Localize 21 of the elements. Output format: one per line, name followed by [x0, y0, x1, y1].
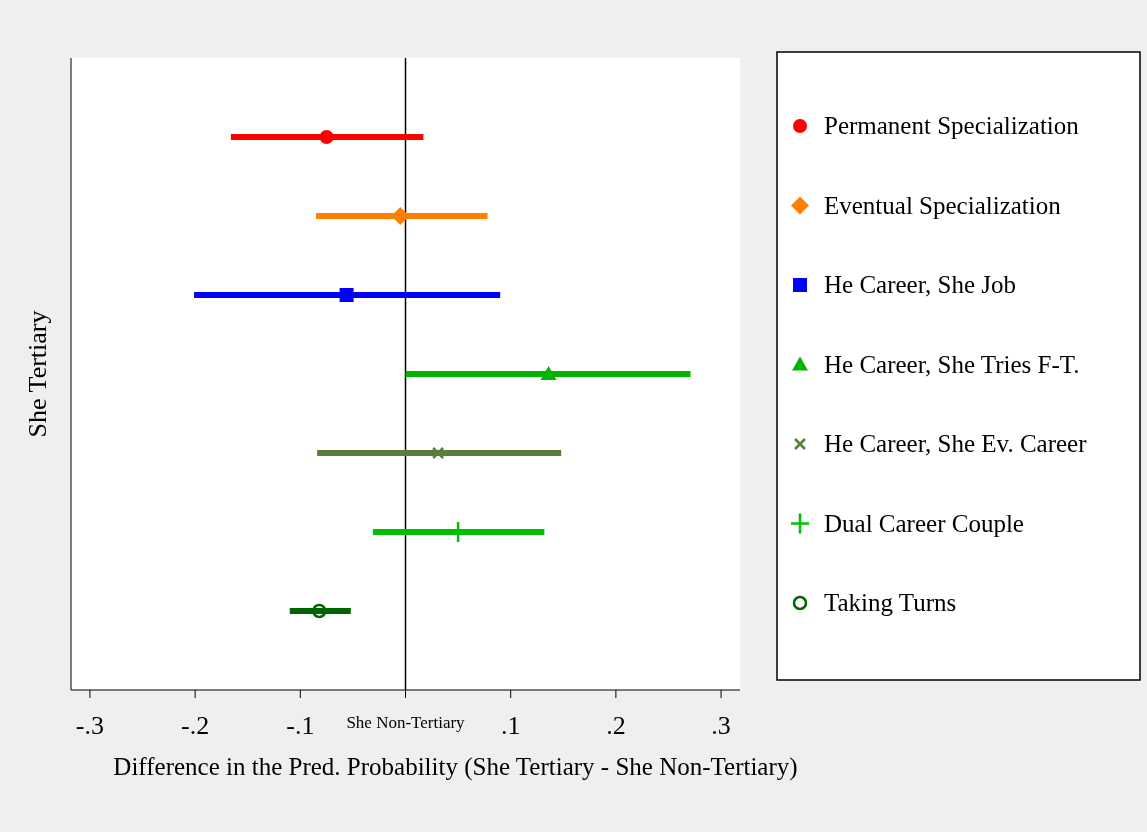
legend-label: He Career, She Job: [824, 271, 1016, 298]
x-tick-label: -.3: [75, 710, 105, 740]
x-tick-label: .3: [711, 710, 731, 740]
y-axis-title: She Tertiary: [23, 310, 52, 438]
legend-label: Taking Turns: [824, 589, 957, 616]
point: [312, 603, 327, 619]
x-axis-title: Difference in the Pred. Probability (She Tertiary - She Non-Tertiary): [113, 753, 798, 781]
legend-label: Dual Career Couple: [824, 509, 1024, 537]
x-tick-label: -.2: [181, 710, 210, 740]
x-tick-label: -.1: [286, 710, 315, 740]
legend-label: Permanent Specialization: [824, 112, 1080, 139]
x-tick-label: .1: [500, 710, 521, 740]
ref-line-label: She Non-Tertiary: [346, 713, 466, 732]
point: [339, 288, 354, 302]
legend-label: He Career, She Ev. Career: [824, 430, 1088, 457]
point: [431, 446, 445, 460]
x-tick-label: .2: [606, 710, 626, 740]
legend-label: Eventual Specialization: [824, 191, 1062, 219]
point: [319, 130, 334, 144]
point: [540, 366, 557, 380]
legend-label: He Career, She Tries F-T.: [824, 350, 1080, 378]
